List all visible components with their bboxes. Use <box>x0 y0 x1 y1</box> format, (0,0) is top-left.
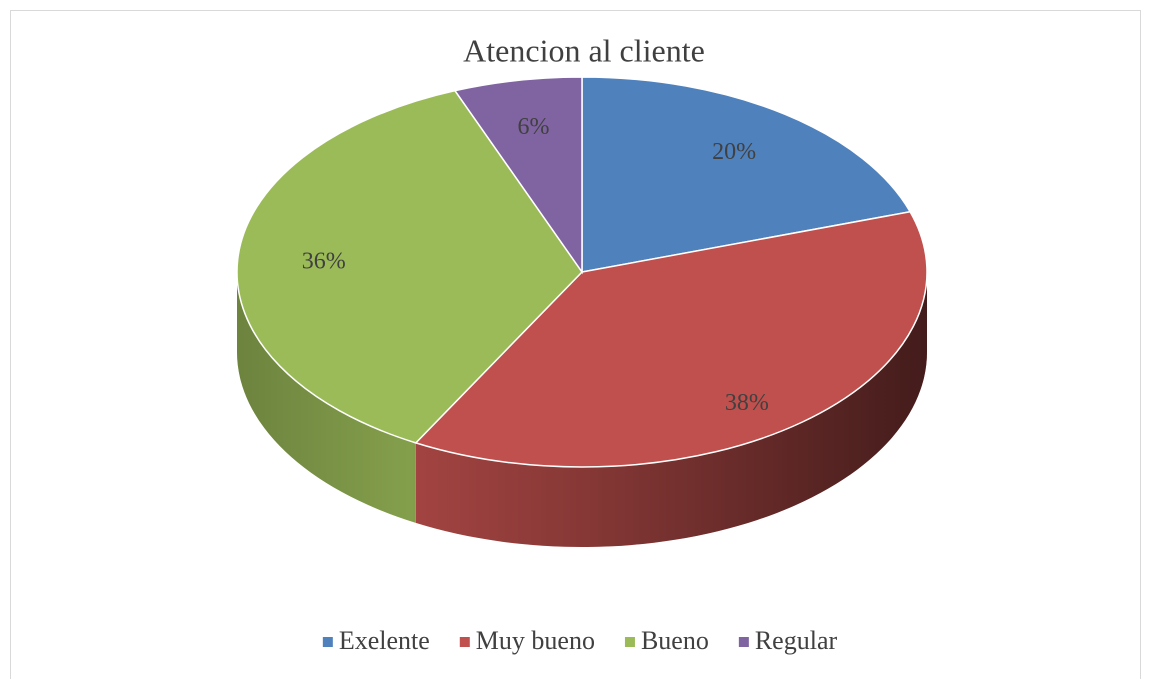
chart-title: Atencion al cliente <box>463 32 705 68</box>
side-shade <box>415 272 927 548</box>
legend-label: Bueno <box>641 626 709 655</box>
legend-swatch <box>322 637 333 647</box>
pie-slice <box>581 76 912 273</box>
legend-swatch <box>459 637 470 647</box>
pie-slice <box>453 76 583 275</box>
side-shade <box>237 272 416 523</box>
pie-slice <box>414 210 928 468</box>
data-label: 36% <box>302 248 346 274</box>
data-label: 20% <box>712 139 756 165</box>
legend-swatch <box>624 637 635 647</box>
legend-label: Regular <box>755 626 838 655</box>
pie-slice <box>236 89 583 444</box>
legend-swatch <box>738 637 749 647</box>
data-label: 6% <box>518 114 550 140</box>
data-label: 38% <box>725 390 769 416</box>
legend-label: Muy bueno <box>476 626 595 655</box>
legend-label: Exelente <box>339 626 430 655</box>
